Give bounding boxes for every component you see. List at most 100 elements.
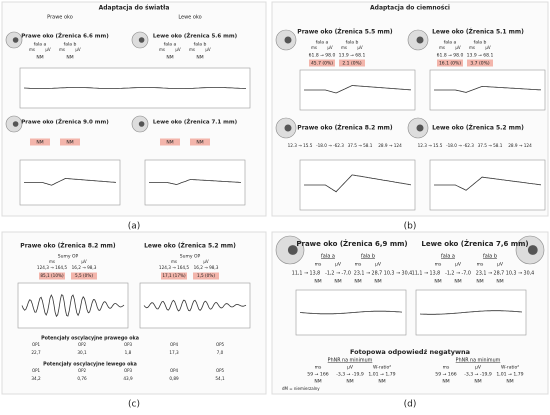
value: 124,3 → 164,5 xyxy=(37,265,67,270)
value: 11,1 → 13,8 xyxy=(292,271,320,277)
section-header: Lewe oko (Źrenica 7,6 mm) xyxy=(421,239,528,248)
op-title: Potencjały oscylacyjne lewego oka xyxy=(43,362,137,368)
plot-area xyxy=(17,282,129,329)
unit: µV xyxy=(335,262,342,268)
eye-pupil xyxy=(416,124,424,132)
unit: ms xyxy=(439,45,445,50)
unit: µV xyxy=(375,262,382,268)
panel-title: Adaptacja do ciemności xyxy=(370,5,450,12)
value: 85,1 (10%) xyxy=(40,273,64,278)
value: NM xyxy=(166,140,173,146)
op-header: OP1 xyxy=(32,368,41,373)
unit: µV xyxy=(327,45,333,50)
op-header: OP2 xyxy=(78,342,87,347)
wave-label: fala b xyxy=(346,40,359,46)
unit: ms xyxy=(341,45,347,50)
panel-label: (c) xyxy=(128,400,140,410)
wave-label: fala a xyxy=(164,42,177,48)
phnr-sub: PhNR na minimum xyxy=(328,358,373,364)
value: 37.5 → 58.1 xyxy=(348,143,373,148)
unit: ms xyxy=(59,47,65,52)
phnr-title: Fotopowa odpowiedź negatywna xyxy=(350,348,470,356)
value: -3,3 → -19,9 xyxy=(464,372,492,378)
unit: µV xyxy=(203,259,209,264)
waveform xyxy=(304,85,412,94)
op-header: OP5 xyxy=(216,368,225,373)
value: NM xyxy=(378,379,385,385)
op-header: OP2 xyxy=(78,368,87,373)
wave-label: fala a xyxy=(321,254,335,260)
value: 1,01 → 1,79 xyxy=(496,372,523,378)
value: 1,01 → 1,79 xyxy=(368,372,395,378)
unit: ms xyxy=(29,47,35,52)
waveform xyxy=(143,299,247,312)
eye-pupil xyxy=(416,36,424,44)
op-header: OP4 xyxy=(170,342,179,347)
panel-label: (a) xyxy=(128,222,141,232)
value: -3,3 → -19,9 xyxy=(336,372,364,378)
unit: ms xyxy=(355,263,362,268)
value: NM xyxy=(36,55,43,61)
op-header: OP5 xyxy=(216,342,225,347)
value: NM xyxy=(166,55,173,61)
waveform xyxy=(419,310,523,315)
wave-label: fala b xyxy=(194,42,207,48)
value-cell xyxy=(309,59,335,67)
value: NM xyxy=(374,279,381,285)
waveform xyxy=(24,177,117,186)
op-header: OP3 xyxy=(124,342,133,347)
unit: µV xyxy=(347,365,354,371)
eye-pupil xyxy=(287,245,298,255)
value: 30,1 xyxy=(77,350,87,355)
value: 13.9 → 68.1 xyxy=(339,53,366,59)
waveform xyxy=(299,310,403,315)
value: 12.3 → 15.5 xyxy=(288,143,313,148)
value-cell xyxy=(193,272,219,280)
value-cell xyxy=(339,59,365,67)
value: NM xyxy=(66,140,73,146)
value: -18.0 → -62.3 xyxy=(446,143,474,148)
note: dM = niemierzalny xyxy=(282,386,320,391)
value: NM xyxy=(496,279,503,285)
unit: µV xyxy=(45,47,51,52)
waveform xyxy=(21,294,125,318)
op-header: OP1 xyxy=(32,342,41,347)
eye-pupil xyxy=(138,37,145,43)
value: 37.5 → 58.1 xyxy=(478,143,503,148)
eye-pupil xyxy=(12,121,19,127)
unit: µV xyxy=(205,47,211,52)
value: NM xyxy=(346,379,353,385)
value: 59 → 166 xyxy=(435,372,456,378)
op-title: Potencjały oscylacyjne prawego oka xyxy=(41,336,139,342)
value-cell xyxy=(467,59,493,67)
eye-pupil xyxy=(138,121,145,127)
unit: ms xyxy=(469,45,475,50)
unit: W-ratio² xyxy=(373,365,391,371)
value: 124,3 → 164,5 xyxy=(159,265,189,270)
value: 3.7 (0%) xyxy=(470,61,489,67)
wave-label: fala b xyxy=(361,254,375,260)
unit: µV xyxy=(357,45,363,50)
eye-pupil xyxy=(284,36,292,44)
value-cell xyxy=(60,138,80,146)
wave-label: fala b xyxy=(483,254,497,260)
unit: ms xyxy=(435,263,442,268)
unit: µV xyxy=(175,47,181,52)
value: 2.1 (0%) xyxy=(342,61,361,67)
value: 12.3 → 15.5 xyxy=(418,143,443,148)
value-cell xyxy=(39,272,65,280)
value: 7,0 xyxy=(217,350,224,355)
panel-title: Adaptacja do światła xyxy=(99,5,170,12)
value: NM xyxy=(196,140,203,146)
value: 61.8 → 98.0 xyxy=(437,53,464,59)
value: 17,3 xyxy=(169,350,179,355)
section-header: Prawe oko (Źrenica 9.0 mm) xyxy=(21,118,109,126)
value-cell xyxy=(71,272,97,280)
value: 5,5 (0%) xyxy=(75,273,93,278)
unit: ms xyxy=(189,47,195,52)
section-header: Prawe oko (Źrenica 5.5 mm) xyxy=(297,28,393,36)
section-header: Lewe oko (Źrenica 5.6 mm) xyxy=(153,32,238,40)
wave-label: fala b xyxy=(474,40,487,46)
value: NM xyxy=(454,279,461,285)
